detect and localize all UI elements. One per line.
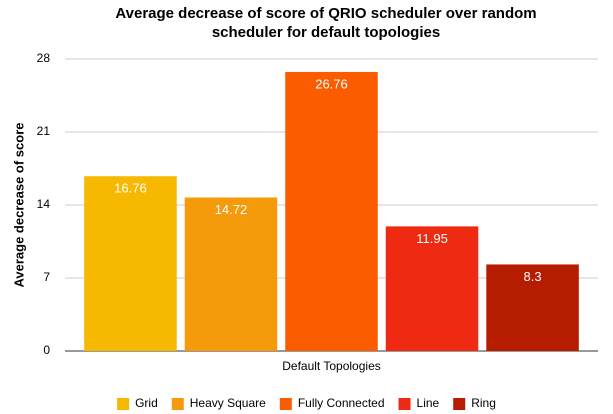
legend-label: Line xyxy=(417,396,440,410)
y-axis-label: Average decrease of score xyxy=(11,122,26,287)
legend-swatch xyxy=(171,398,184,410)
y-tick-label: 21 xyxy=(37,124,51,138)
legend-swatch xyxy=(398,398,411,410)
legend-swatch xyxy=(453,398,466,410)
bar xyxy=(184,197,278,351)
x-axis-label: Default Topologies xyxy=(282,359,381,373)
chart-title: Average decrease of score of QRIO schedu… xyxy=(115,5,537,41)
bar xyxy=(285,71,378,351)
y-tick-label: 0 xyxy=(43,343,50,357)
bar xyxy=(486,264,579,351)
bar xyxy=(385,226,479,351)
legend-swatch xyxy=(279,398,292,410)
value-label: 11.95 xyxy=(416,231,448,246)
legend-swatch xyxy=(117,398,130,410)
value-label: 8.3 xyxy=(524,269,542,284)
bar xyxy=(84,176,177,351)
legend-label: Heavy Square xyxy=(190,396,266,410)
value-label: 14.72 xyxy=(215,202,248,217)
legend-label: Ring xyxy=(471,396,496,410)
value-label: 26.76 xyxy=(315,76,348,91)
value-label: 16.76 xyxy=(114,181,147,196)
legend-label: Fully Connected xyxy=(298,396,385,410)
y-tick-label: 28 xyxy=(37,51,51,65)
y-tick-label: 7 xyxy=(43,270,50,284)
legend-label: Grid xyxy=(135,396,158,410)
y-tick-label: 14 xyxy=(37,197,51,211)
